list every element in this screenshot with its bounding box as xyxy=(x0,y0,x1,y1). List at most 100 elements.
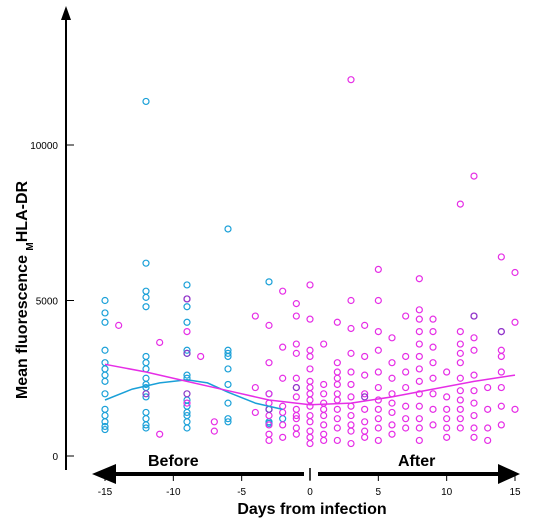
data-point xyxy=(224,380,232,389)
data-point xyxy=(101,411,109,420)
data-point xyxy=(484,424,492,432)
data-point xyxy=(265,421,273,429)
data-point xyxy=(456,405,464,413)
data-point xyxy=(156,430,164,438)
before-arrowhead xyxy=(92,464,116,484)
data-point xyxy=(456,340,464,348)
data-point xyxy=(347,427,355,435)
data-point xyxy=(265,390,273,398)
data-point xyxy=(443,415,451,423)
data-point xyxy=(101,318,109,326)
data-point xyxy=(251,312,259,320)
data-point xyxy=(292,374,300,382)
data-point xyxy=(210,418,218,426)
x-tick-label: 10 xyxy=(441,487,453,498)
data-point xyxy=(361,390,369,398)
data-point xyxy=(320,340,328,348)
data-point xyxy=(251,383,259,392)
data-point xyxy=(429,405,437,413)
data-point xyxy=(497,402,505,410)
data-point xyxy=(456,374,464,382)
data-point xyxy=(347,421,355,429)
data-point xyxy=(470,334,478,342)
data-point xyxy=(306,433,314,441)
data-point xyxy=(265,278,273,286)
data-point xyxy=(142,421,150,429)
data-point xyxy=(388,399,396,407)
data-point xyxy=(142,293,150,301)
data-point xyxy=(101,425,109,434)
data-point xyxy=(415,275,423,283)
data-point xyxy=(251,408,259,417)
data-point xyxy=(374,328,382,336)
data-point xyxy=(320,380,328,389)
data-point xyxy=(183,303,191,311)
data-point xyxy=(429,359,437,367)
data-point xyxy=(443,368,451,376)
data-point xyxy=(333,396,341,404)
data-point xyxy=(333,405,341,413)
data-point xyxy=(347,296,355,305)
data-point xyxy=(497,253,505,261)
data-point xyxy=(292,411,300,420)
data-point xyxy=(470,387,478,395)
data-point xyxy=(306,418,314,426)
data-point xyxy=(415,390,423,398)
data-point xyxy=(402,415,410,423)
data-point xyxy=(415,315,423,323)
y-tick-label: 10000 xyxy=(30,141,58,152)
data-point xyxy=(279,408,287,417)
data-point xyxy=(415,415,423,423)
data-point xyxy=(374,405,382,413)
data-point xyxy=(347,393,355,401)
data-point xyxy=(497,383,505,392)
data-point xyxy=(470,399,478,407)
data-point xyxy=(333,318,341,326)
data-point xyxy=(333,424,341,432)
data-point xyxy=(183,408,191,417)
data-point xyxy=(101,390,109,398)
data-point xyxy=(429,343,437,351)
data-point xyxy=(347,439,355,448)
x-axis-label: Days from infection xyxy=(237,501,386,518)
data-point xyxy=(361,418,369,426)
data-point xyxy=(402,424,410,432)
x-tick-label: -10 xyxy=(166,487,181,498)
data-point xyxy=(292,405,300,413)
data-point xyxy=(497,328,505,336)
data-point xyxy=(443,405,451,413)
data-point xyxy=(101,422,109,431)
data-point xyxy=(156,338,164,347)
data-point xyxy=(265,411,273,420)
data-point xyxy=(142,97,150,106)
data-point xyxy=(183,318,191,326)
data-point xyxy=(320,399,328,407)
data-point xyxy=(265,430,273,438)
data-point xyxy=(183,349,191,357)
data-point xyxy=(347,411,355,420)
plot-area xyxy=(101,76,519,448)
data-point xyxy=(306,383,314,392)
data-point xyxy=(456,387,464,395)
data-point xyxy=(402,312,410,320)
data-point xyxy=(142,259,150,267)
data-point xyxy=(497,352,505,361)
data-point xyxy=(183,424,191,432)
data-point xyxy=(265,436,273,445)
data-point xyxy=(292,383,300,392)
data-point xyxy=(497,368,505,376)
data-point xyxy=(320,405,328,413)
data-point xyxy=(183,346,191,354)
trend-line xyxy=(104,379,283,411)
data-point xyxy=(429,421,437,429)
data-point xyxy=(443,393,451,401)
data-point xyxy=(484,383,492,392)
data-point xyxy=(279,287,287,295)
data-point xyxy=(402,402,410,410)
data-point xyxy=(402,352,410,361)
data-point xyxy=(347,380,355,389)
data-point xyxy=(361,321,369,329)
y-tick-label: 5000 xyxy=(36,297,59,308)
data-point xyxy=(292,415,300,423)
data-point xyxy=(415,340,423,348)
